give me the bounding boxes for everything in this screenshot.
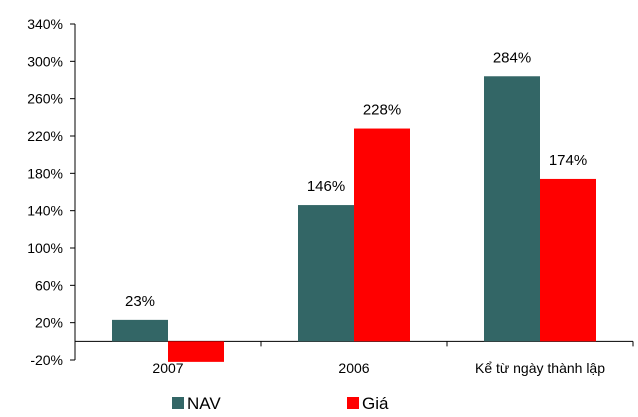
y-tick-label: 220% bbox=[27, 128, 63, 144]
y-tick-label: 300% bbox=[27, 53, 63, 69]
legend: NAV Giá bbox=[172, 394, 389, 413]
y-tick-label: 260% bbox=[27, 91, 63, 107]
data-label: 23% bbox=[125, 293, 155, 310]
x-category-label: Kể từ ngày thành lập bbox=[475, 360, 605, 376]
data-label: 284% bbox=[493, 49, 531, 66]
labels: -20% 20% 60% 100% 140% 180% 220% 260% 300% 340% 23… bbox=[27, 16, 605, 376]
y-tick-label: 20% bbox=[35, 315, 63, 331]
y-tick-label: -20% bbox=[30, 352, 63, 368]
bar-nav-1 bbox=[298, 205, 354, 342]
bar-gia-2 bbox=[540, 178, 596, 342]
bar-gia-1 bbox=[354, 128, 410, 342]
data-label: 228% bbox=[363, 102, 401, 119]
legend-label-gia: Giá bbox=[362, 394, 389, 412]
legend-swatch-gia bbox=[347, 397, 359, 409]
bar-gia-0 bbox=[168, 341, 224, 362]
y-tick-label: 140% bbox=[27, 203, 63, 219]
x-category-label: 2006 bbox=[338, 360, 369, 376]
bars bbox=[112, 76, 596, 362]
bar-nav-0 bbox=[112, 319, 168, 342]
x-category-label: 2007 bbox=[152, 360, 183, 376]
y-tick-label: 340% bbox=[27, 16, 63, 32]
data-label: 146% bbox=[307, 178, 345, 195]
y-tick-label: 180% bbox=[27, 165, 63, 181]
legend-label-nav: NAV bbox=[187, 394, 221, 412]
bar-nav-2 bbox=[484, 76, 540, 342]
y-tick-label: 100% bbox=[27, 240, 63, 256]
legend-swatch-nav bbox=[172, 397, 184, 409]
data-label: 174% bbox=[549, 152, 587, 169]
y-tick-label: 60% bbox=[35, 277, 63, 293]
